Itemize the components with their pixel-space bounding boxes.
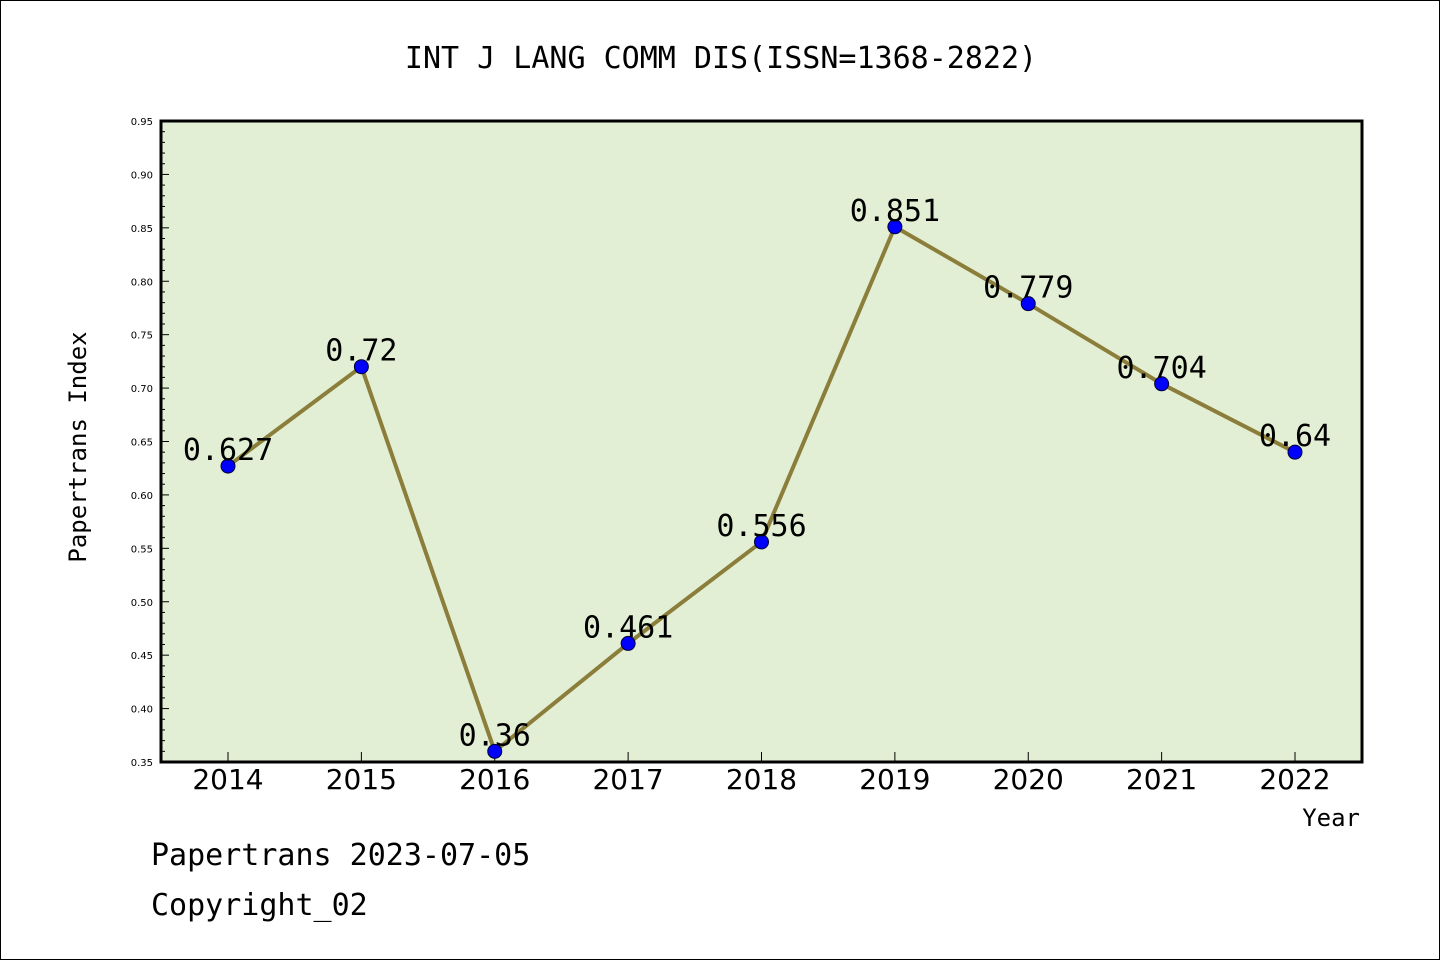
data-label: 0.627 (183, 433, 273, 468)
data-point (1154, 376, 1170, 392)
y-tick-label: 0.65 (131, 438, 153, 449)
x-tick-label: 2019 (859, 763, 930, 796)
y-axis: 0.35 0.40 0.45 0.50 0.55 0.60 0.65 0.70 0.75 0.80… (131, 117, 169, 769)
y-tick-label: 0.40 (131, 705, 153, 716)
x-tick-label: 2020 (993, 763, 1064, 796)
y-tick-label: 0.85 (131, 224, 153, 235)
data-labels: 0.627 0.72 0.36 0.461 0.556 0.851 0.779 0.704 0.… (183, 194, 1331, 754)
y-axis-label: Papertrans Index (64, 331, 92, 562)
data-point (620, 635, 636, 651)
data-label: 0.36 (459, 718, 531, 753)
x-tick-label: 2018 (726, 763, 797, 796)
y-tick-label: 0.55 (131, 544, 153, 555)
data-point (1020, 296, 1036, 312)
y-tick-label: 0.50 (131, 598, 153, 609)
y-tick-label: 0.60 (131, 491, 153, 502)
data-point (220, 458, 236, 474)
x-tick-label: 2017 (592, 763, 663, 796)
data-label: 0.72 (325, 334, 397, 369)
data-point (353, 359, 369, 375)
y-tick-label: 0.35 (131, 758, 153, 769)
y-tick-label: 0.70 (131, 384, 153, 395)
data-label: 0.779 (983, 271, 1073, 306)
y-tick-label: 0.95 (131, 117, 153, 128)
y-tick-label: 0.90 (131, 170, 153, 181)
y-tick-label: 0.75 (131, 331, 153, 342)
data-label: 0.851 (850, 194, 940, 229)
x-axis-label: Year (1302, 804, 1360, 832)
data-label: 0.556 (716, 509, 806, 544)
data-point (487, 743, 503, 759)
data-label: 0.704 (1116, 351, 1206, 386)
x-tick-label: 2022 (1259, 763, 1330, 796)
data-point (754, 534, 769, 550)
footer-date: Papertrans 2023-07-05 (151, 838, 530, 873)
plot-area (159, 119, 1364, 764)
x-tick-label: 2015 (326, 763, 397, 796)
y-tick-label: 0.80 (131, 277, 153, 288)
x-tick-label: 2016 (459, 763, 530, 796)
data-label: 0.64 (1259, 419, 1331, 454)
data-label: 0.461 (583, 610, 673, 645)
x-tick-label: 2021 (1126, 763, 1197, 796)
x-axis: 2014 2015 2016 2017 2018 2019 2020 2021 2022 (192, 752, 1331, 796)
data-point (887, 219, 903, 235)
data-point (1287, 444, 1303, 460)
chart-title: INT J LANG COMM DIS(ISSN=1368-2822) (405, 41, 1037, 76)
x-tick-label: 2014 (192, 763, 263, 796)
footer-copyright: Copyright_02 (151, 888, 368, 923)
data-markers (220, 219, 1303, 759)
y-tick-label: 0.45 (131, 651, 153, 662)
